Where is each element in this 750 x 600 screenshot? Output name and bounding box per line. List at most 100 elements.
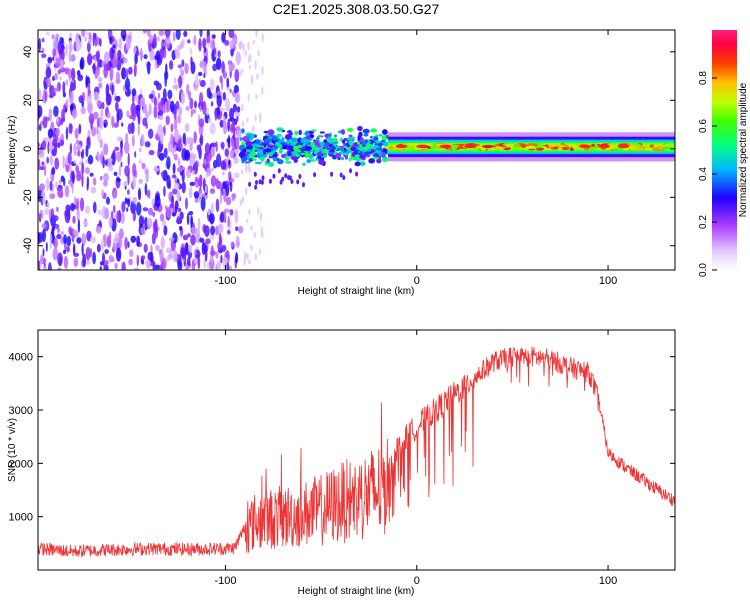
noise-speckle <box>38 123 42 132</box>
noise-speckle <box>234 92 241 104</box>
noise-speckle <box>42 248 45 257</box>
onset-speckle <box>239 137 243 141</box>
onset-speckle <box>363 133 369 137</box>
noise-speckle <box>184 149 191 161</box>
onset-speckle <box>354 158 361 162</box>
noise-speckle <box>148 93 154 99</box>
carrier-peak <box>591 143 596 147</box>
noise-speckle <box>126 189 130 196</box>
y-tick-label: -40 <box>22 238 34 254</box>
onset-speckle <box>350 146 357 152</box>
onset-speckle <box>375 140 381 144</box>
noise-speckle <box>107 162 113 168</box>
x-tick-label: -100 <box>214 575 236 587</box>
noise-speckle <box>206 167 212 174</box>
noise-speckle <box>222 115 226 127</box>
noise-speckle <box>46 202 50 208</box>
colorbar-ticks: 0.0 0.2 0.4 0.6 0.8 <box>698 71 717 277</box>
noise-speckle <box>148 103 152 116</box>
noise-speckle <box>55 127 60 137</box>
noise-speckle <box>56 206 59 212</box>
noise-speckle <box>68 123 73 135</box>
noise-speckle <box>73 159 77 164</box>
noise-speckle <box>57 41 64 55</box>
noise-speckle <box>236 116 239 122</box>
noise-speckle <box>125 68 129 78</box>
noise-speckle <box>73 142 77 155</box>
noise-speckle <box>131 88 137 97</box>
noise-speckle <box>211 34 216 39</box>
onset-speckle <box>341 129 346 135</box>
onset-speckle <box>280 141 287 145</box>
noise-speckle <box>132 196 138 204</box>
onset-speckle <box>271 135 277 141</box>
noise-speckle <box>173 77 177 84</box>
noise-speckle <box>248 165 251 173</box>
noise-speckle <box>246 117 249 123</box>
carrier-peak <box>536 145 541 149</box>
noise-speckle <box>109 47 115 60</box>
noise-speckle <box>126 110 130 118</box>
carrier-peak <box>527 143 538 147</box>
onset-speckle <box>287 175 290 180</box>
onset-speckle <box>378 151 383 157</box>
noise-speckle <box>155 36 161 42</box>
noise-speckle <box>197 255 201 270</box>
noise-speckle <box>116 210 120 223</box>
noise-speckle <box>90 236 96 244</box>
noise-speckle <box>191 261 196 270</box>
onset-speckle <box>285 155 290 162</box>
onset-speckle <box>381 151 386 157</box>
noise-speckle <box>45 116 50 122</box>
onset-speckle <box>254 184 258 190</box>
noise-speckle <box>45 66 52 79</box>
carrier-peak <box>480 147 486 151</box>
noise-speckle <box>62 92 66 98</box>
noise-speckle <box>230 177 235 183</box>
carrier-peak <box>505 143 515 147</box>
onset-speckle <box>239 144 245 150</box>
noise-speckle <box>163 147 168 159</box>
noise-speckle <box>211 40 216 50</box>
noise-speckle <box>38 159 41 171</box>
noise-speckle <box>115 247 122 262</box>
noise-speckle <box>237 225 244 234</box>
noise-speckle <box>254 253 257 261</box>
onset-speckle <box>311 129 317 132</box>
noise-speckle <box>186 83 190 95</box>
noise-speckle <box>228 159 231 165</box>
noise-speckle <box>169 237 175 242</box>
noise-speckle <box>199 79 206 88</box>
noise-speckle <box>112 55 118 68</box>
noise-speckle <box>188 90 192 100</box>
noise-speckle <box>103 264 109 270</box>
onset-speckle <box>330 171 334 177</box>
noise-speckle <box>138 147 142 153</box>
noise-speckle <box>138 215 144 228</box>
noise-speckle <box>247 93 250 102</box>
noise-speckle <box>198 37 202 52</box>
onset-speckle <box>368 158 376 164</box>
noise-speckle <box>178 138 182 153</box>
onset-speckle <box>252 158 257 161</box>
noise-speckle <box>66 235 72 247</box>
noise-speckle <box>235 226 239 231</box>
noise-speckle <box>166 256 171 262</box>
noise-speckle <box>254 60 257 70</box>
noise-speckle <box>186 212 190 225</box>
noise-speckle <box>154 96 157 107</box>
noise-speckle <box>215 180 222 190</box>
noise-speckle <box>66 98 69 110</box>
noise-speckle <box>49 242 53 249</box>
snr-series-line <box>38 346 675 558</box>
onset-speckle <box>258 179 262 185</box>
onset-speckle <box>278 148 283 154</box>
noise-speckle <box>178 75 183 89</box>
noise-speckle <box>109 66 114 81</box>
noise-speckle <box>162 219 167 228</box>
noise-speckle <box>260 226 263 236</box>
noise-speckle <box>52 48 57 57</box>
noise-speckle <box>90 186 97 194</box>
noise-speckle <box>137 114 141 126</box>
noise-speckle <box>229 209 234 216</box>
